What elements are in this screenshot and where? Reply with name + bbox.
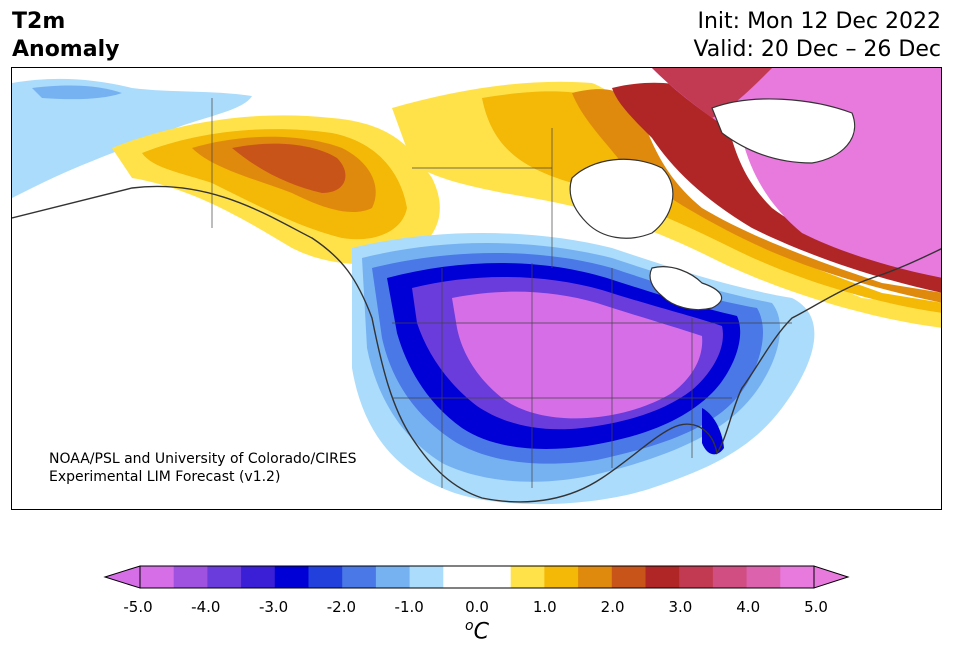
colorbar-cell [409,566,444,588]
colorbar-tick-label: 3.0 [668,598,693,616]
alaska-cool-region [12,78,252,198]
colorbar-cell [578,566,613,588]
colorbar-cell [308,566,343,588]
colorbar-tick-label: 0.0 [465,598,489,616]
forecast-dates: Init: Mon 12 Dec 2022 Valid: 20 Dec – 26… [693,8,941,64]
colorbar-cell [375,566,411,588]
yukon-warm-core [232,143,346,193]
colorbar-tick-label: -5.0 [123,598,153,616]
colorbar-ticks: -5.0 -4.0 -3.0 -2.0 -1.0 0.0 1.0 2.0 3.0 4.0 5.0 [0,598,953,620]
credit-text: NOAA/PSL and University of Colorado/CIRE… [49,450,357,486]
unit-degree: o [465,618,474,634]
canada-warm-dark [572,89,941,303]
colorbar-cell [342,566,377,588]
colorbar-cell [679,566,714,588]
colorbar-cell [140,566,175,588]
credit-line2: Experimental LIM Forecast (v1.2) [49,469,281,485]
colorbar-cell [241,566,276,588]
map-canvas [12,68,941,505]
state-borders [211,98,792,488]
colorbar-tick-label: -3.0 [258,598,289,616]
init-date: Init: Mon 12 Dec 2022 [697,9,942,34]
temperature-anomaly-map [11,67,942,510]
colorbar-cell [274,566,309,588]
valid-date: Valid: 20 Dec – 26 Dec [693,37,941,62]
coastline [12,185,941,503]
alaska-cool-core [32,85,122,100]
colorbar-left-arrow [103,565,141,589]
colorbar-cell [611,566,646,588]
colorbar-cell [712,566,748,588]
colorbar-tick-label: 5.0 [804,598,828,616]
florida-cool [702,408,724,455]
colorbar-right-arrow [813,565,850,589]
colorbar-cell [477,566,512,588]
arctic-water [711,98,856,164]
colorbar-cell [443,566,478,588]
credit-line1: NOAA/PSL and University of Colorado/CIRE… [49,451,357,467]
colorbar-unit: oC [465,618,489,644]
hudson-bay [569,158,674,239]
colorbar-cell [746,566,781,588]
colorbar-tick-label: 1.0 [532,598,557,616]
colorbar-frame [139,565,815,589]
colorbar-cell [645,566,680,588]
arctic-warm-edge [652,68,772,118]
colorbar-tick-label: -1.0 [394,598,424,616]
map-title-line1: T2m [12,9,66,34]
colorbar-tick-label: -2.0 [326,598,357,616]
colorbar-cell [544,566,579,588]
great-lakes [649,266,723,311]
colorbar-tick-label: 2.0 [600,598,625,616]
quebec-warm-red [612,82,941,293]
colorbar-cell [207,566,242,588]
colorbar-tick-label: -4.0 [191,598,221,616]
colorbar-cell [173,566,208,588]
colorbar [103,565,850,589]
colorbar-cell [780,566,815,588]
colorbar-tick-label: 4.0 [736,598,761,616]
unit-letter: C [473,619,489,645]
colorbar-cell [510,566,545,588]
map-title-line2: Anomaly [12,37,120,62]
map-title: T2m Anomaly [12,8,119,64]
canada-warm-orange [482,91,941,313]
